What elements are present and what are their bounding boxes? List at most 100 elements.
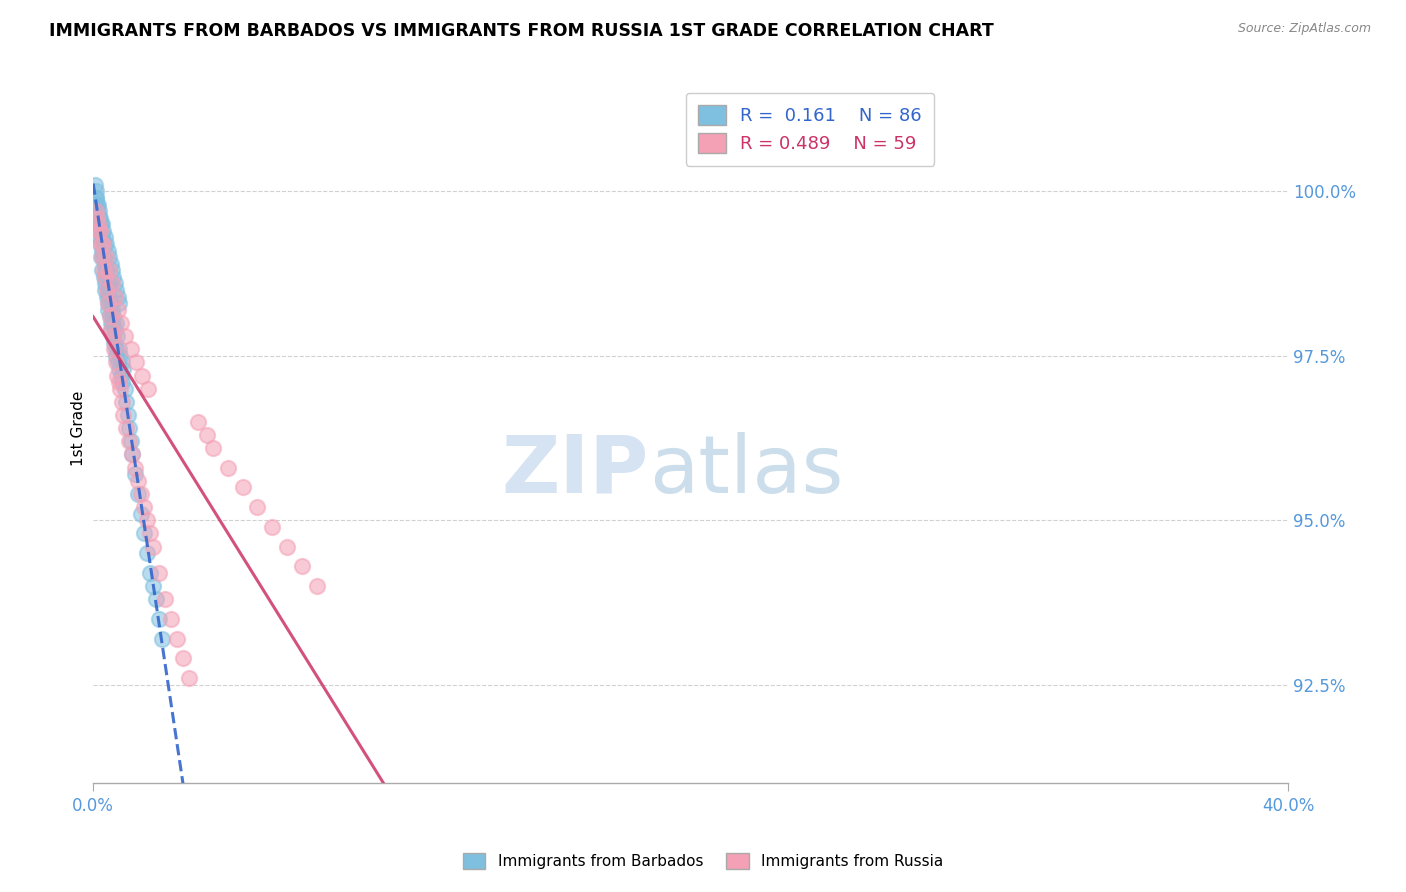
Point	[105, 349, 128, 363]
Point	[96, 290, 118, 304]
Point	[129, 507, 152, 521]
Point	[110, 395, 132, 409]
Point	[107, 355, 129, 369]
Point	[100, 322, 122, 336]
Point	[148, 566, 170, 580]
Point	[100, 257, 122, 271]
Point	[101, 329, 124, 343]
Point	[118, 434, 141, 449]
Point	[138, 382, 160, 396]
Point	[93, 269, 115, 284]
Text: ZIP: ZIP	[502, 432, 648, 510]
Point	[84, 185, 107, 199]
Point	[93, 263, 115, 277]
Point	[111, 375, 134, 389]
Point	[100, 263, 122, 277]
Point	[103, 269, 125, 284]
Point	[120, 434, 142, 449]
Point	[86, 217, 108, 231]
Point	[101, 310, 124, 324]
Point	[89, 224, 111, 238]
Point	[118, 421, 141, 435]
Point	[98, 310, 121, 324]
Point	[86, 197, 108, 211]
Point	[101, 329, 124, 343]
Point	[103, 316, 125, 330]
Point	[84, 191, 107, 205]
Point	[129, 487, 152, 501]
Point	[96, 269, 118, 284]
Point	[97, 250, 120, 264]
Point	[112, 362, 135, 376]
Point	[291, 559, 314, 574]
Y-axis label: 1st Grade: 1st Grade	[72, 391, 86, 466]
Point	[96, 244, 118, 258]
Point	[107, 290, 129, 304]
Point	[110, 368, 132, 383]
Point	[83, 197, 105, 211]
Point	[262, 520, 284, 534]
Point	[110, 316, 132, 330]
Point	[107, 343, 129, 357]
Point	[117, 408, 139, 422]
Legend: R =  0.161    N = 86, R = 0.489    N = 59: R = 0.161 N = 86, R = 0.489 N = 59	[686, 93, 934, 166]
Point	[103, 335, 125, 350]
Point	[104, 355, 127, 369]
Point	[172, 651, 194, 665]
Point	[98, 310, 121, 324]
Point	[120, 343, 142, 357]
Point	[87, 204, 110, 219]
Point	[132, 526, 155, 541]
Point	[90, 237, 112, 252]
Point	[108, 349, 131, 363]
Point	[89, 211, 111, 225]
Point	[91, 224, 114, 238]
Point	[107, 375, 129, 389]
Point	[136, 513, 159, 527]
Point	[89, 211, 111, 225]
Point	[91, 244, 114, 258]
Point	[195, 427, 218, 442]
Point	[105, 329, 128, 343]
Text: IMMIGRANTS FROM BARBADOS VS IMMIGRANTS FROM RUSSIA 1ST GRADE CORRELATION CHART: IMMIGRANTS FROM BARBADOS VS IMMIGRANTS F…	[49, 22, 994, 40]
Point	[307, 579, 329, 593]
Point	[87, 224, 110, 238]
Point	[108, 296, 131, 310]
Point	[108, 382, 131, 396]
Point	[96, 283, 118, 297]
Text: atlas: atlas	[648, 432, 844, 510]
Point	[187, 415, 209, 429]
Point	[90, 217, 112, 231]
Point	[97, 283, 120, 297]
Point	[90, 230, 112, 244]
Point	[127, 474, 149, 488]
Point	[121, 448, 143, 462]
Point	[108, 362, 131, 376]
Point	[115, 395, 138, 409]
Point	[124, 467, 146, 482]
Point	[177, 671, 200, 685]
Point	[84, 204, 107, 219]
Point	[104, 343, 127, 357]
Point	[114, 382, 136, 396]
Point	[90, 250, 112, 264]
Point	[276, 540, 298, 554]
Point	[231, 480, 254, 494]
Point	[93, 237, 115, 252]
Legend: Immigrants from Barbados, Immigrants from Russia: Immigrants from Barbados, Immigrants fro…	[457, 847, 949, 875]
Point	[84, 211, 107, 225]
Point	[104, 322, 127, 336]
Point	[94, 237, 117, 252]
Point	[142, 540, 165, 554]
Point	[142, 579, 165, 593]
Point	[131, 368, 153, 383]
Point	[105, 283, 128, 297]
Point	[246, 500, 269, 515]
Point	[94, 250, 117, 264]
Point	[124, 460, 146, 475]
Point	[89, 224, 111, 238]
Point	[125, 355, 148, 369]
Point	[97, 290, 120, 304]
Point	[127, 487, 149, 501]
Point	[160, 612, 183, 626]
